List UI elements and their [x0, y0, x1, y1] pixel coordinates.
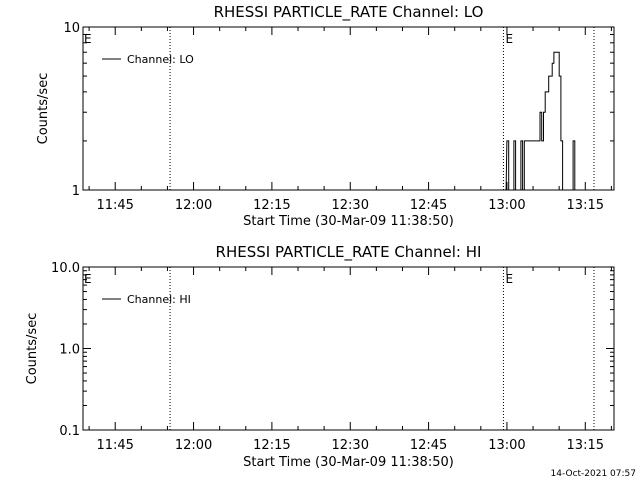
- y-axis-label: Counts/sec: [36, 73, 51, 145]
- x-axis-label: Start Time (30-Mar-09 11:38:50): [243, 455, 454, 470]
- start-marker-label: E: [84, 272, 92, 286]
- y-tick-label: 1: [72, 184, 80, 199]
- x-tick-label: 12:30: [332, 438, 369, 453]
- x-tick-label: 13:15: [567, 198, 604, 213]
- generation-timestamp: 14-Oct-2021 07:57: [550, 469, 636, 479]
- x-tick-label: 12:00: [175, 198, 212, 213]
- y-axis-label: Counts/sec: [25, 313, 40, 385]
- y-tick-label: 10: [63, 21, 80, 36]
- hi-channel-panel: RHESSI PARTICLE_RATE Channel: HI 11:45 12:…: [25, 243, 615, 470]
- lo-channel-panel: RHESSI PARTICLE_RATE Channel: LO 11:45 12:…: [36, 3, 615, 229]
- start-marker-label: E: [84, 32, 92, 46]
- x-tick-label: 12:45: [410, 438, 447, 453]
- plot-frame: [82, 266, 615, 431]
- plot-frame: [82, 26, 615, 191]
- x-tick-label: 12:45: [410, 198, 447, 213]
- chart-title: RHESSI PARTICLE_RATE Channel: LO: [214, 3, 484, 22]
- y-tick-label: 10.0: [51, 261, 80, 276]
- x-tick-label: 12:15: [253, 198, 290, 213]
- x-tick-label: 11:45: [96, 438, 133, 453]
- series-line: [504, 51, 579, 191]
- x-tick-label: 13:00: [488, 438, 525, 453]
- x-tick-label: 12:30: [332, 198, 369, 213]
- x-tick-label: 13:00: [488, 198, 525, 213]
- x-axis-label: Start Time (30-Mar-09 11:38:50): [243, 214, 454, 229]
- chart-title: RHESSI PARTICLE_RATE Channel: HI: [216, 243, 482, 262]
- x-tick-label: 13:15: [567, 438, 604, 453]
- event-marker-label: E: [505, 272, 513, 286]
- legend-label: Channel: HI: [127, 293, 191, 306]
- x-tick-label: 12:15: [253, 438, 290, 453]
- x-tick-label: 12:00: [175, 438, 212, 453]
- y-tick-label: 0.1: [59, 424, 80, 439]
- x-tick-label: 11:45: [96, 198, 133, 213]
- event-marker-label: E: [505, 32, 513, 46]
- y-tick-label: 1.0: [59, 343, 80, 358]
- legend-label: Channel: LO: [127, 53, 194, 66]
